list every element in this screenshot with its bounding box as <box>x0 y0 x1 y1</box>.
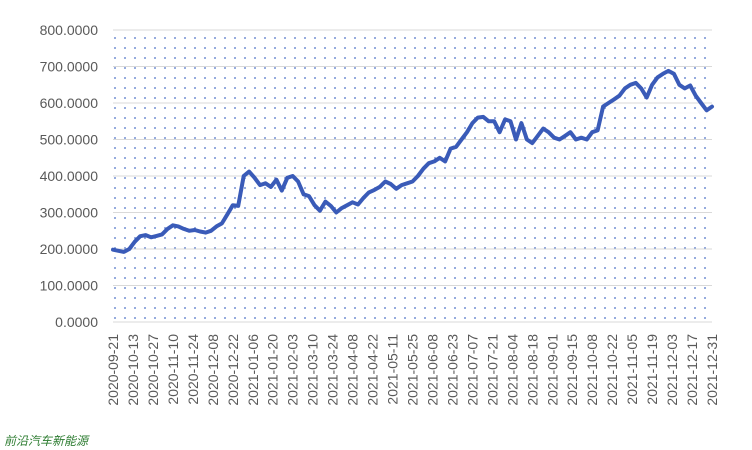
x-tick-label: 2021-03-24 <box>325 334 341 406</box>
x-tick-label: 2021-08-04 <box>504 334 520 406</box>
y-tick-label: 800.0000 <box>40 22 99 38</box>
x-tick-label: 2021-10-22 <box>604 334 620 406</box>
x-tick-label: 2021-07-21 <box>484 334 500 406</box>
series-line <box>111 68 714 254</box>
y-tick-label: 0.0000 <box>55 314 98 330</box>
x-tick-label: 2021-12-03 <box>664 334 680 406</box>
x-tick-label: 2021-01-06 <box>245 334 261 406</box>
x-tick-label: 2021-06-08 <box>424 334 440 406</box>
x-tick-label: 2021-02-03 <box>285 334 301 406</box>
x-tick-label: 2021-05-11 <box>385 334 401 405</box>
x-axis: 2020-09-21 2020-10-13 2020-10-27 2020-11-10… <box>105 334 720 406</box>
x-tick-label: 2021-11-05 <box>624 334 640 405</box>
y-tick-label: 400.0000 <box>40 168 99 184</box>
y-tick-label: 300.0000 <box>40 205 99 221</box>
x-tick-label: 2020-10-27 <box>145 334 161 406</box>
x-tick-label: 2020-12-08 <box>205 334 221 406</box>
y-axis: 0.0000 100.0000 200.0000 300.0000 400.0000 50… <box>40 22 99 330</box>
x-tick-label: 2020-11-24 <box>185 334 201 405</box>
x-tick-label: 2021-08-18 <box>524 334 540 406</box>
y-tick-label: 200.0000 <box>40 241 99 257</box>
y-tick-label: 600.0000 <box>40 95 99 111</box>
x-tick-label: 2021-04-08 <box>345 334 361 406</box>
x-tick-label: 2021-07-07 <box>464 334 480 406</box>
x-tick-label: 2021-09-01 <box>544 334 560 406</box>
x-tick-label: 2021-12-17 <box>684 334 700 406</box>
y-tick-label: 100.0000 <box>40 278 99 294</box>
x-tick-label: 2020-10-13 <box>125 334 141 406</box>
x-tick-label: 2021-05-25 <box>405 334 421 406</box>
x-tick-label: 2021-12-31 <box>704 334 720 406</box>
x-tick-label: 2021-06-23 <box>444 334 460 406</box>
y-tick-label: 700.0000 <box>40 59 99 75</box>
x-tick-label: 2021-01-20 <box>265 334 281 406</box>
x-tick-label: 2020-12-22 <box>225 334 241 406</box>
x-tick-label: 2021-03-10 <box>305 334 321 406</box>
watermark-text: 前沿汽车新能源 <box>4 434 89 448</box>
gridlines <box>113 29 712 323</box>
x-tick-label: 2021-11-19 <box>644 334 660 405</box>
x-tick-label: 2021-04-22 <box>365 334 381 406</box>
x-tick-label: 2020-09-21 <box>105 334 121 406</box>
x-tick-label: 2021-10-08 <box>584 334 600 406</box>
x-tick-label: 2020-11-10 <box>165 334 181 405</box>
x-tick-label: 2021-09-15 <box>564 334 580 406</box>
y-tick-label: 500.0000 <box>40 132 99 148</box>
